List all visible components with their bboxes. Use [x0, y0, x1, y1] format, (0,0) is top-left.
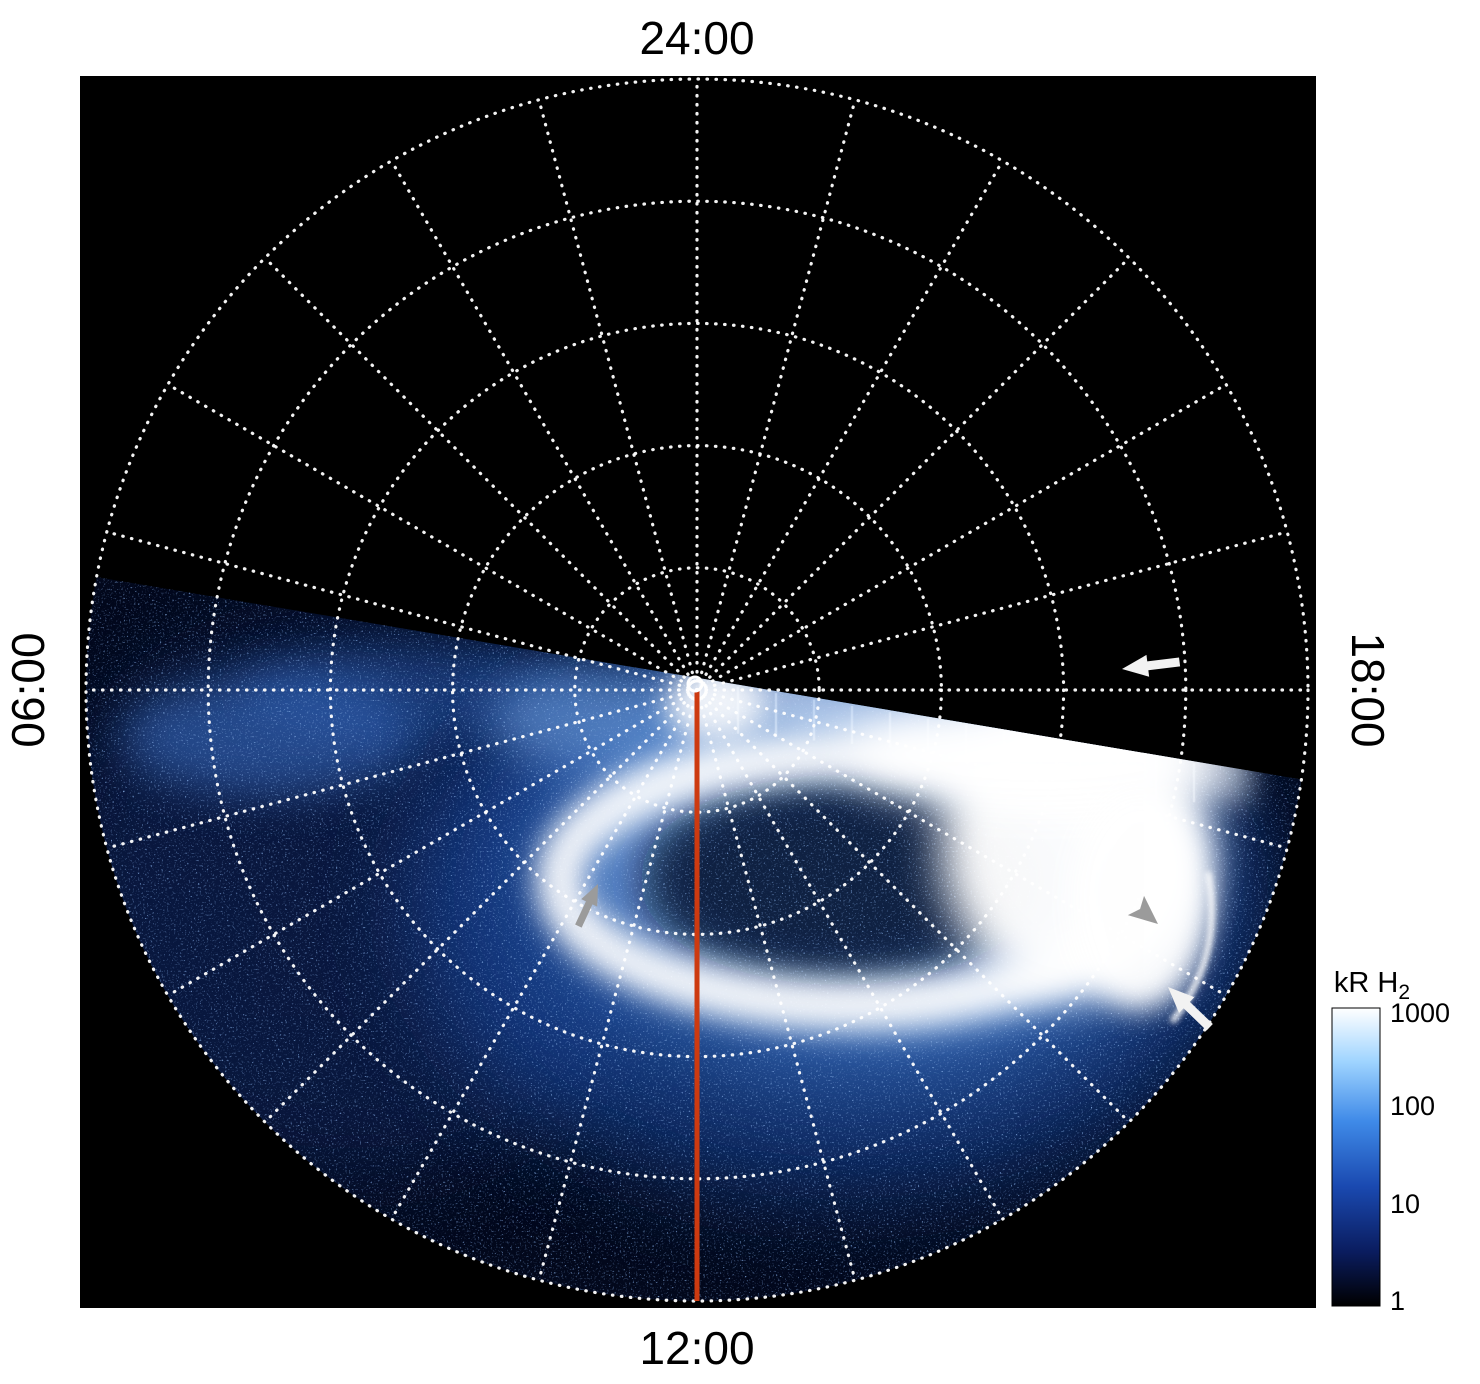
- colorbar-title: kR H2: [1334, 967, 1410, 1004]
- colorbar-gradient: [1331, 1007, 1381, 1307]
- colorbar-tick-100: 100: [1390, 1091, 1435, 1121]
- pole-marker: [686, 675, 704, 693]
- colorbar: kR H2 1000 100 10 1: [1331, 967, 1450, 1316]
- grid-spokes: [84, 77, 1310, 1303]
- colorbar-tick-1: 1: [1390, 1286, 1405, 1316]
- gray-arrow-oval-left: [575, 884, 598, 928]
- white-arrow-dusk-boundary: [1122, 654, 1181, 677]
- polar-grid: [84, 77, 1310, 1303]
- lt-label-right: 18:00: [1342, 632, 1394, 747]
- white-arrow-detached-arc: [1168, 987, 1213, 1031]
- gray-arrowhead-detached-arc: [1127, 895, 1158, 924]
- colorbar-tick-1000: 1000: [1390, 998, 1450, 1028]
- colorbar-tick-10: 10: [1390, 1189, 1420, 1219]
- lt-label-left: 06:00: [2, 632, 54, 747]
- lt-label-top: 24:00: [639, 12, 754, 64]
- lt-label-bottom: 12:00: [639, 1322, 754, 1374]
